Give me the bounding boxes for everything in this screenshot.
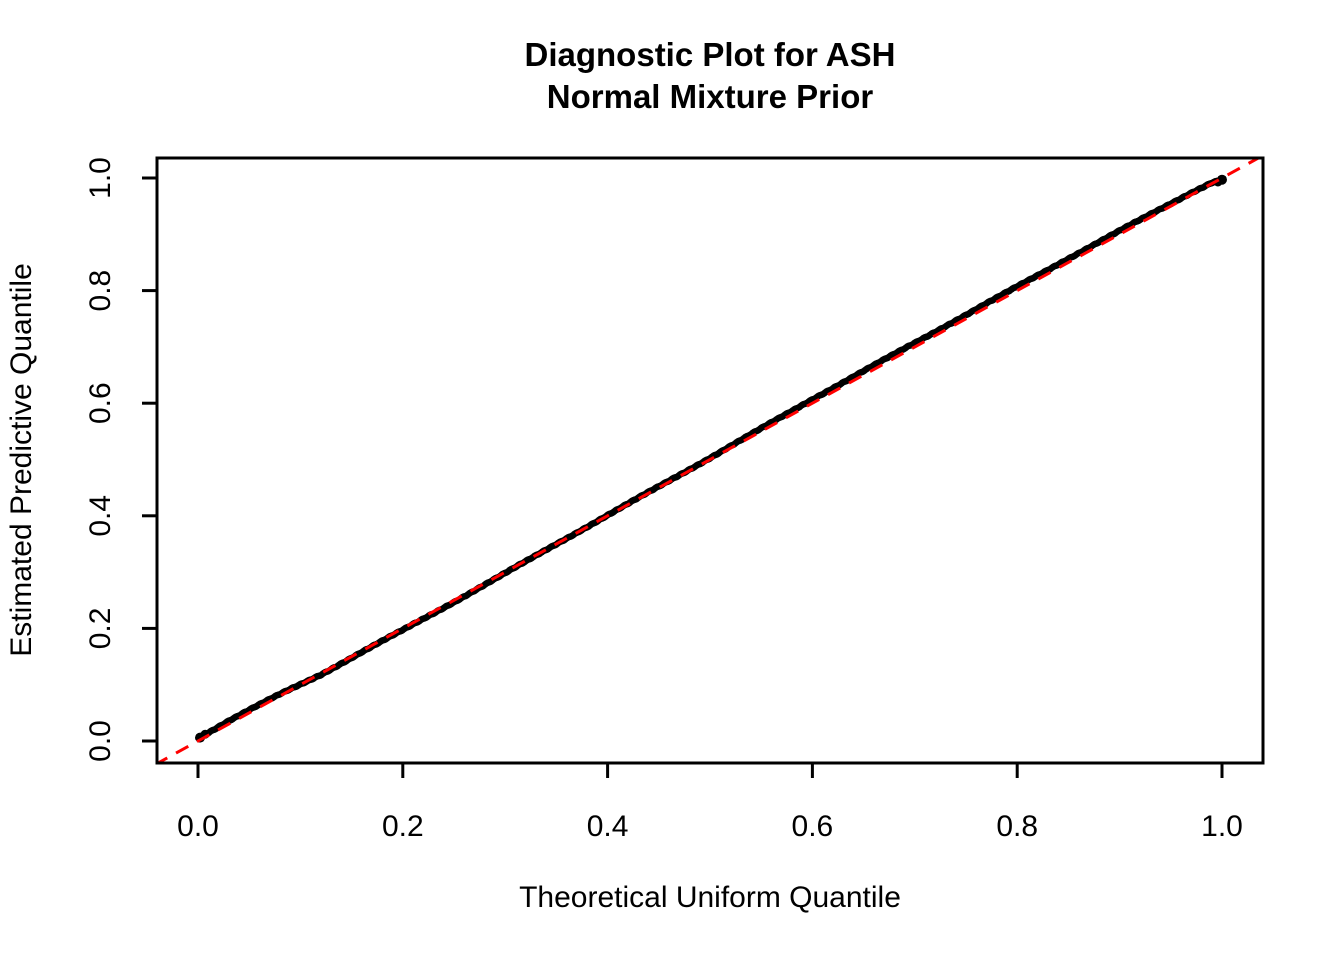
x-axis-title: Theoretical Uniform Quantile (519, 881, 901, 914)
x-tick-label: 1.0 (1201, 810, 1243, 843)
y-tick-label: 0.6 (84, 382, 117, 424)
x-axis: 0.0 0.2 0.4 0.6 0.8 1.0 (177, 763, 1243, 843)
y-tick-label: 1.0 (84, 157, 117, 199)
y-tick-label: 0.8 (84, 270, 117, 312)
x-tick-label: 0.6 (792, 810, 834, 843)
chart-title: Diagnostic Plot for ASH Normal Mixture P… (157, 34, 1263, 118)
chart-title-line1: Diagnostic Plot for ASH (524, 36, 896, 73)
x-tick-label: 0.4 (587, 810, 629, 843)
chart-title-line2: Normal Mixture Prior (546, 78, 874, 116)
x-tick-label: 0.2 (382, 810, 424, 843)
x-tick-label: 0.8 (996, 810, 1038, 843)
y-tick-label: 0.0 (84, 720, 117, 762)
y-axis: 0.0 0.2 0.4 0.6 0.8 1.0 (84, 157, 157, 762)
y-tick-label: 0.2 (84, 608, 117, 650)
y-tick-label: 0.4 (84, 495, 117, 537)
plot-box (155, 156, 1265, 765)
y-axis-title: Estimated Predictive Quantile (5, 263, 38, 657)
reference-line (157, 158, 1262, 763)
x-tick-label: 0.0 (177, 810, 219, 843)
